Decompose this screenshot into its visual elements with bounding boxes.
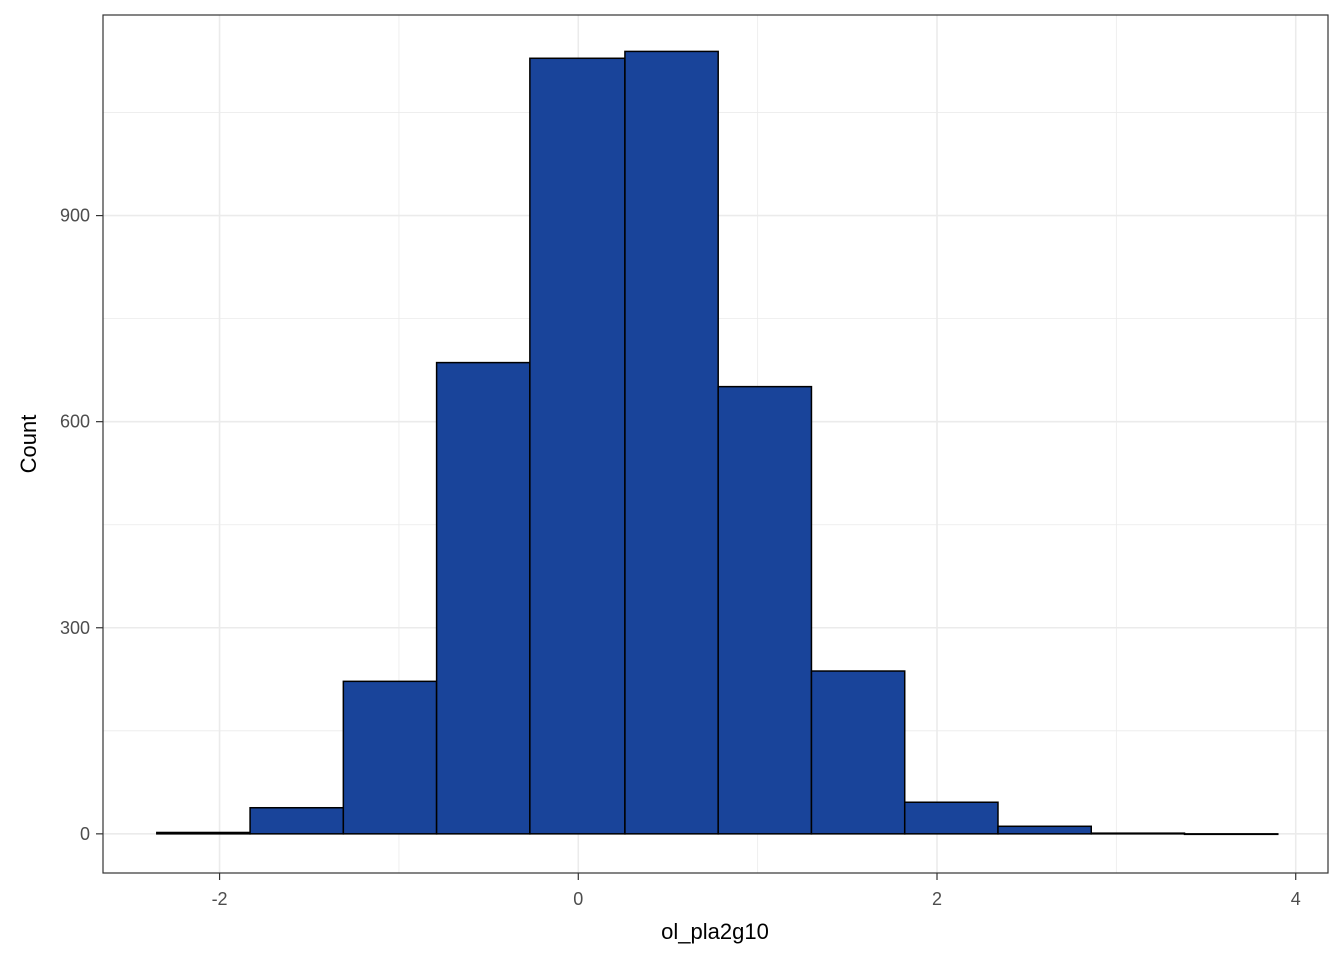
y-tick-label: 600 [60,412,90,432]
x-tick-label: -2 [212,889,228,909]
histogram-bar-10 [997,825,1093,835]
x-axis-ticks: -2 0 2 4 [212,873,1301,909]
y-tick-label: 900 [60,206,90,226]
x-axis-title: ol_pla2g10 [661,919,769,944]
histogram-bar-11 [1090,832,1186,835]
histogram-bar-6 [624,50,719,835]
x-tick-label: 2 [932,889,942,909]
histogram-bar-8 [810,670,906,835]
x-tick-label: 4 [1291,889,1301,909]
histogram-bar-5 [529,57,626,835]
y-tick-label: 300 [60,618,90,638]
panel-frame [102,14,1329,874]
y-axis-title: Count [16,415,41,474]
histogram-bar-4 [435,361,531,835]
histogram-bar-1 [156,831,251,835]
y-tick-label: 0 [80,824,90,844]
x-tick-label: 0 [573,889,583,909]
histogram-bar-3 [342,680,438,835]
histogram-bar-7 [717,385,813,835]
histogram-bar-12 [1183,833,1279,836]
panel-border [102,14,1329,874]
y-axis-ticks: 0 300 600 900 [60,206,103,844]
histogram-bars [156,50,1279,836]
histogram-bar-9 [903,801,999,835]
histogram-bar-2 [249,806,345,835]
